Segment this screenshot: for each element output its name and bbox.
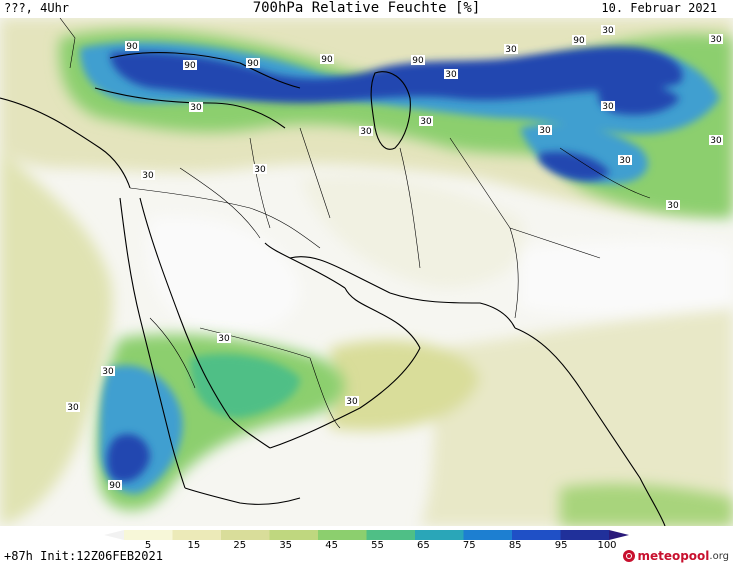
contour-label: 90 (125, 41, 139, 52)
contour-label: 30 (66, 402, 80, 413)
colorbar-tick-label: 55 (371, 540, 384, 551)
svg-text:30: 30 (602, 102, 614, 112)
colorbar-tick-label: 75 (462, 540, 476, 551)
colorbar-bin (366, 530, 416, 540)
svg-text:30: 30 (505, 45, 517, 55)
colorbar-bin (609, 530, 629, 540)
svg-text:30: 30 (67, 403, 79, 413)
header: ???, 4Uhr 700hPa Relative Feuchte [%] 10… (0, 0, 733, 18)
colorbar-bin (318, 530, 367, 540)
colorbar-bin (172, 530, 222, 540)
svg-text:90: 90 (573, 36, 585, 46)
svg-text:30: 30 (539, 126, 551, 136)
svg-text:30: 30 (254, 165, 266, 175)
svg-text:90: 90 (109, 481, 121, 491)
colorbar-tick-label: 25 (233, 540, 247, 551)
colorbar-bin (221, 530, 270, 540)
svg-text:30: 30 (102, 367, 114, 377)
colorbar-bin (560, 530, 610, 540)
svg-text:90: 90 (184, 61, 196, 71)
logo-icon (623, 550, 636, 562)
svg-text:30: 30 (420, 117, 432, 127)
contour-label: 90 (411, 55, 425, 66)
contour-label: 30 (601, 25, 615, 36)
colorbar-tick-label: 85 (508, 540, 522, 551)
svg-text:90: 90 (247, 59, 259, 69)
contour-label: 30 (359, 126, 373, 137)
colorbar-tick-label: 15 (187, 540, 201, 551)
svg-text:30: 30 (360, 127, 372, 137)
logo-suffix: .org (709, 550, 729, 562)
contour-label: 30 (141, 170, 155, 181)
humidity-field-very-wet (107, 46, 683, 482)
logo-text: meteopool (637, 549, 710, 563)
forecast-date: 10. Februar 2021 (601, 1, 717, 15)
colorbar-tick-label: 100 (597, 540, 617, 551)
colorbar-bin (124, 530, 173, 540)
meteopool-logo: meteopool .org (623, 547, 729, 565)
svg-text:90: 90 (126, 42, 138, 52)
contour-label: 30 (253, 164, 267, 175)
svg-text:30: 30 (190, 103, 202, 113)
svg-text:30: 30 (710, 136, 722, 146)
contour-label: 30 (419, 116, 433, 127)
colorbar-bin (463, 530, 513, 540)
coastlines (0, 52, 666, 526)
contour-label: 30 (101, 366, 115, 377)
svg-text:30: 30 (602, 26, 614, 36)
colorbar-tick-label: 35 (279, 540, 293, 551)
contour-label: 30 (189, 102, 203, 113)
contour-label: 30 (618, 155, 632, 166)
svg-text:30: 30 (667, 201, 679, 211)
colorbar-bins (104, 530, 629, 540)
contour-label: 90 (183, 60, 197, 71)
svg-text:30: 30 (445, 70, 457, 80)
contour-label: 90 (572, 35, 586, 46)
colorbar-bin (512, 530, 561, 540)
contour-label: 30 (538, 125, 552, 136)
colorbar-bin (415, 530, 464, 540)
svg-text:90: 90 (321, 55, 333, 65)
colorbar (104, 530, 629, 540)
contour-label: 30 (444, 69, 458, 80)
colorbar-tick-label: 5 (144, 540, 152, 551)
contour-label: 30 (709, 135, 723, 146)
contour-label: 30 (345, 396, 359, 407)
contour-label: 30 (709, 34, 723, 45)
svg-text:30: 30 (710, 35, 722, 45)
colorbar-bin (269, 530, 319, 540)
colorbar-tick-label: 95 (554, 540, 568, 551)
contour-label: 90 (246, 58, 260, 69)
colorbar-bin (104, 530, 124, 540)
svg-text:30: 30 (218, 334, 230, 344)
svg-text:30: 30 (619, 156, 631, 166)
colorbar-tick-label: 45 (325, 540, 338, 551)
country-borders (59, 18, 651, 429)
humidity-map: 90 90 90 90 90 90 (0, 18, 733, 526)
map-title: 700hPa Relative Feuchte [%] (252, 0, 481, 16)
contour-label: 90 (320, 54, 334, 65)
forecast-time-label: ???, 4Uhr (4, 1, 70, 15)
svg-text:30: 30 (142, 171, 154, 181)
contour-label: 30 (601, 101, 615, 112)
contour-labels: 90 90 90 90 90 90 (66, 25, 723, 491)
contour-label: 30 (666, 200, 680, 211)
svg-text:90: 90 (412, 56, 424, 66)
map-canvas: 90 90 90 90 90 90 (0, 18, 733, 526)
init-time-label: +87h Init:12Z06FEB2021 (4, 549, 163, 563)
colorbar-tick-label: 65 (417, 540, 430, 551)
contour-label: 90 (108, 480, 122, 491)
contour-label: 30 (504, 44, 518, 55)
svg-text:30: 30 (346, 397, 358, 407)
contour-label: 30 (217, 333, 231, 344)
